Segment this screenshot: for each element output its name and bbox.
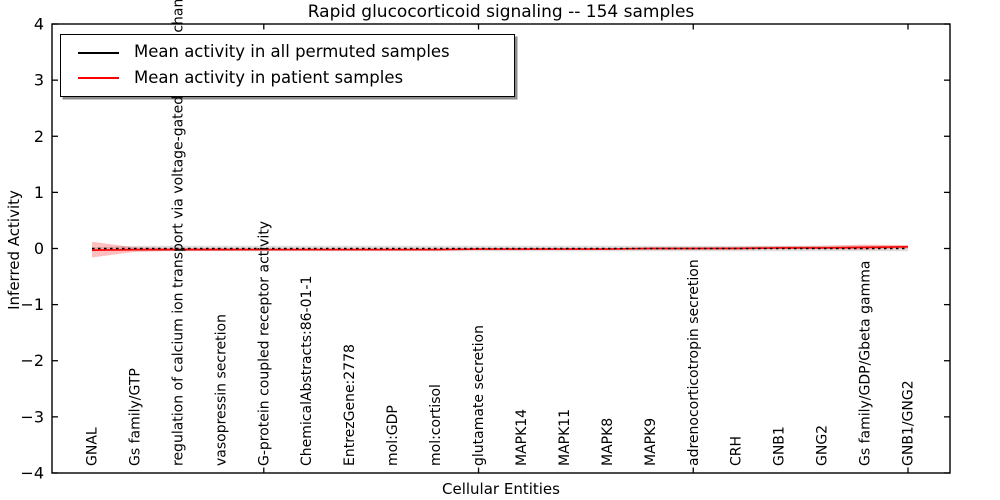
y-axis-label: Inferred Activity — [5, 190, 23, 310]
x-tick-label: Gs family/GTP — [127, 368, 143, 466]
x-tick-label: MAPK11 — [557, 409, 573, 466]
y-tick-label: 0 — [34, 239, 44, 258]
legend-line-permuted-icon — [78, 51, 119, 54]
legend-item: Mean activity in all permuted samples — [61, 44, 514, 61]
x-tick-label: regulation of calcium ion transport via … — [170, 0, 186, 466]
legend-item: Mean activity in patient samples — [61, 70, 514, 87]
x-tick-label: GNAL — [85, 427, 101, 466]
x-tick-label: mol:GDP — [385, 405, 401, 466]
x-tick-label: Gs family/GDP/Gbeta gamma — [858, 261, 874, 467]
legend-line-patient-icon — [78, 77, 119, 80]
x-tick-label: glutamate secretion — [471, 325, 487, 466]
x-axis-label: Cellular Entities — [442, 480, 560, 498]
legend-label-patient: Mean activity in patient samples — [134, 68, 404, 88]
y-tick-label: 1 — [34, 183, 44, 202]
axes-spines — [51, 23, 951, 474]
y-tick-label: −2 — [20, 351, 44, 370]
x-tick-label: EntrezGene:2778 — [342, 344, 358, 466]
y-tick-label: −3 — [20, 407, 44, 426]
chart-title: Rapid glucocorticoid signaling -- 154 sa… — [307, 2, 695, 22]
x-tick-label: GNB1 — [772, 426, 788, 466]
x-tick-label: vasopressin secretion — [213, 314, 229, 466]
y-tick-label: 3 — [34, 71, 44, 90]
x-tick-label: ChemicalAbstracts:86-01-1 — [299, 276, 315, 466]
x-tick-label: MAPK8 — [600, 418, 616, 466]
x-tick-label: MAPK9 — [643, 418, 659, 466]
y-tick-label: −1 — [20, 295, 44, 314]
x-tick-label: adrenocorticotropin secretion — [686, 259, 702, 466]
y-tick-label: 4 — [34, 15, 44, 34]
legend-label-permuted: Mean activity in all permuted samples — [134, 42, 450, 62]
y-tick-label: −4 — [20, 463, 44, 482]
y-tick-label: 2 — [34, 127, 44, 146]
legend: Mean activity in all permuted samples Me… — [60, 34, 515, 97]
x-tick-label: G-protein coupled receptor activity — [256, 221, 272, 466]
x-tick-label: GNB1/GNG2 — [900, 380, 916, 466]
x-tick-label: mol:cortisol — [428, 384, 444, 466]
x-tick-label: MAPK14 — [514, 409, 530, 466]
x-tick-label: GNG2 — [815, 425, 831, 466]
x-tick-label: CRH — [729, 436, 745, 466]
